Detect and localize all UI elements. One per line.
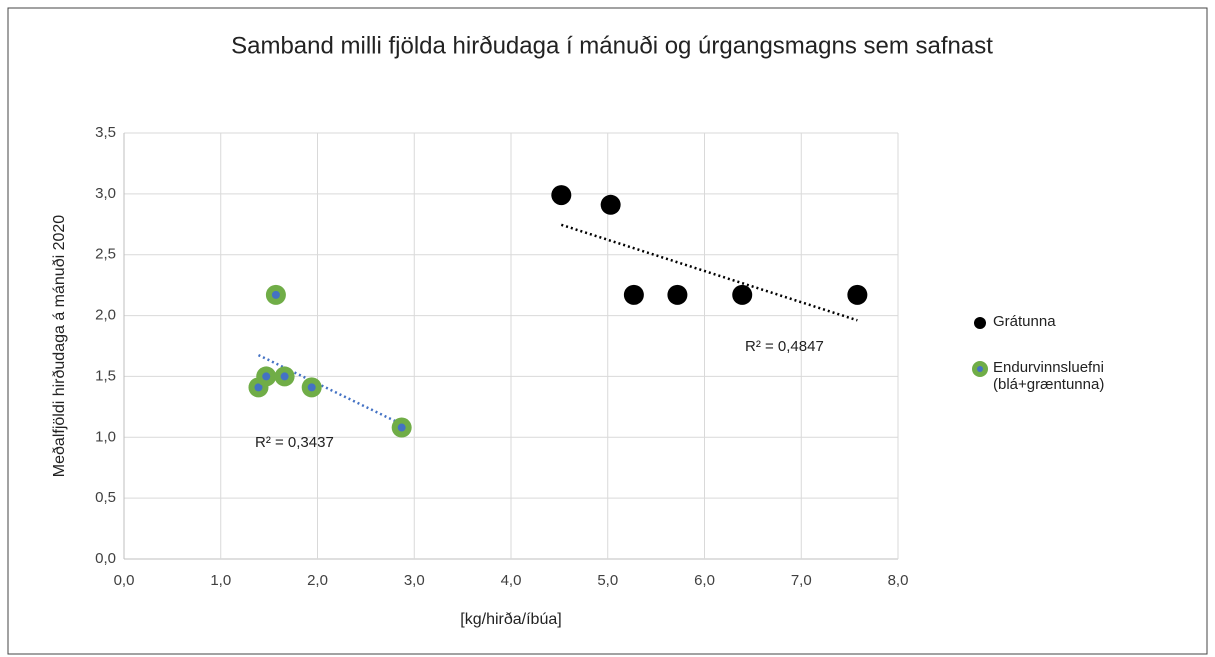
x-axis-label: [kg/hirða/íbúa] [460, 611, 561, 628]
x-tick-label: 6,0 [694, 572, 715, 589]
point-marker [847, 284, 868, 305]
point-marker [600, 194, 621, 215]
point [301, 377, 322, 398]
legend-symbol [972, 361, 988, 377]
legend-marker [974, 317, 986, 329]
point-marker [623, 284, 644, 305]
point-marker [551, 185, 572, 206]
y-tick-label: 2,0 [95, 307, 116, 324]
point-center [262, 372, 271, 381]
chart-title: Samband milli fjölda hirðudaga í mánuði … [231, 32, 993, 59]
legend-marker-center [977, 366, 983, 372]
x-tick-label: 3,0 [404, 572, 425, 589]
point-marker [667, 284, 688, 305]
point-center [307, 383, 316, 392]
y-tick-label: 3,0 [95, 185, 116, 202]
x-tick-label: 8,0 [888, 572, 909, 589]
point [256, 366, 277, 387]
point [551, 185, 572, 206]
y-tick-label: 2,5 [95, 246, 116, 263]
point [274, 366, 295, 387]
point [391, 417, 412, 438]
y-tick-label: 0,0 [95, 550, 116, 567]
annotation: R² = 0,4847 [745, 338, 824, 355]
legend-item: Endurvinnsluefni (blá+græntunna) [972, 359, 1147, 393]
y-tick-label: 1,5 [95, 367, 116, 384]
trendline [560, 223, 858, 322]
point-marker [732, 284, 753, 305]
x-tick-label: 1,0 [210, 572, 231, 589]
x-tick-label: 7,0 [791, 572, 812, 589]
y-tick-label: 3,5 [95, 124, 116, 141]
point-center [271, 290, 280, 299]
point-center [254, 383, 263, 392]
point [600, 194, 621, 215]
point-center [397, 423, 406, 432]
x-tick-label: 4,0 [501, 572, 522, 589]
point [667, 284, 688, 305]
point [623, 284, 644, 305]
legend-label: Grátunna [993, 313, 1056, 330]
y-axis-label: Meðalfjöldi hirðudaga á mánuði 2020 [51, 215, 68, 478]
legend-symbol [974, 317, 986, 329]
legend: Grátunna Endurvinnsluefni (blá+græntunna) [972, 313, 1147, 421]
y-tick-label: 1,0 [95, 428, 116, 445]
point [265, 284, 286, 305]
y-tick-label: 0,5 [95, 489, 116, 506]
annotation: R² = 0,3437 [255, 434, 334, 451]
x-tick-label: 0,0 [114, 572, 135, 589]
trendline [257, 353, 403, 426]
point [847, 284, 868, 305]
x-tick-label: 2,0 [307, 572, 328, 589]
legend-item: Grátunna [972, 313, 1147, 331]
point-center [280, 372, 289, 381]
point [732, 284, 753, 305]
x-tick-label: 5,0 [597, 572, 618, 589]
legend-label: Endurvinnsluefni (blá+græntunna) [993, 359, 1105, 393]
